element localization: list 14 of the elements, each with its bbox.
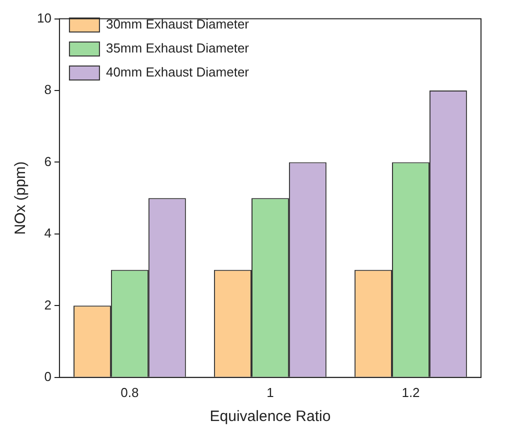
y-tick-label: 10 bbox=[36, 10, 52, 26]
x-tick-label: 1.2 bbox=[402, 384, 420, 400]
y-axis-title: NOx (ppm) bbox=[12, 161, 30, 235]
x-axis-title: Equivalence Ratio bbox=[210, 408, 331, 426]
y-tick-label: 8 bbox=[44, 82, 52, 98]
y-tick-label: 0 bbox=[44, 368, 52, 384]
y-tick-label: 2 bbox=[44, 297, 52, 312]
legend-label: 40mm Exhaust Diameter bbox=[106, 64, 250, 80]
legend-label: 35mm Exhaust Diameter bbox=[106, 40, 250, 56]
x-tick-label: 0.8 bbox=[120, 384, 139, 400]
y-tick-label: 6 bbox=[44, 154, 52, 169]
y-tick-label: 4 bbox=[44, 226, 52, 241]
x-tick-label: 1 bbox=[266, 384, 274, 400]
legend-label: 30mm Exhaust Diameter bbox=[106, 16, 250, 32]
